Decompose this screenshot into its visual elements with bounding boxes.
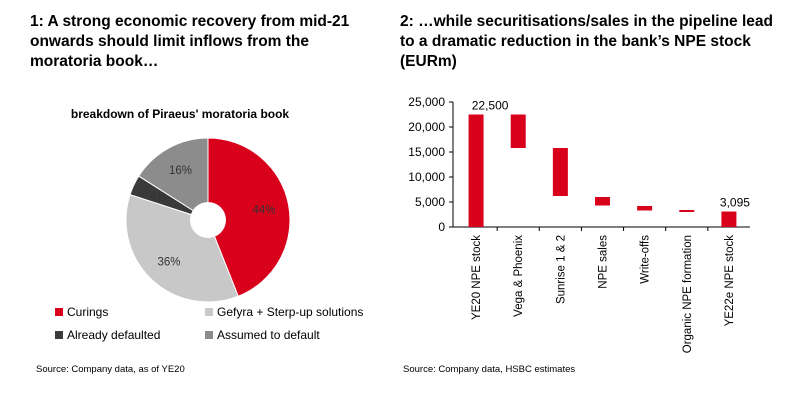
pie-chart-title: breakdown of Piraeus' moratoria book — [71, 107, 290, 121]
x-tick-label: YE20 NPE stock — [471, 235, 483, 320]
x-tick-label: Sunrise 1 & 2 — [555, 235, 567, 304]
legend-label: Gefyra + Sterp-up solutions — [217, 305, 363, 319]
pie-slice-curings — [207, 137, 291, 297]
bar-ye20-npe-stock — [468, 114, 484, 227]
bar-vega-phoenix — [510, 114, 526, 148]
y-tick-label: 10,000 — [408, 170, 445, 184]
pie-legend: Curings Gefyra + Sterp-up solutions Alread… — [55, 305, 363, 342]
legend-swatch — [55, 331, 63, 339]
bar-ye22e-npe-stock — [721, 211, 737, 227]
pie-value-label: 16% — [169, 165, 192, 177]
x-tick-label: NPE sales — [598, 235, 610, 289]
legend-swatch — [205, 308, 213, 316]
panel1-title: 1: A strong economic recovery from mid-2… — [30, 13, 350, 70]
bar-sunrise-1-2 — [552, 148, 568, 196]
panel1-source: Source: Company data, as of YE20 — [36, 364, 185, 375]
legend-swatch — [205, 331, 213, 339]
pie-slice-assumed-to-default — [138, 137, 209, 221]
x-tick-label: YE22e NPE stock — [724, 235, 736, 327]
bar-data-label: 22,500 — [472, 99, 509, 113]
panel2-title: 2: …while securitisations/sales in the p… — [400, 13, 773, 70]
x-tick-label: Organic NPE formation — [682, 235, 694, 353]
donut-hole — [190, 202, 226, 238]
bar-organic-npe-formation — [679, 210, 695, 212]
panel2-source: Source: Company data, HSBC estimates — [403, 364, 576, 375]
bar-npe-sales — [595, 197, 610, 206]
y-tick-label: 0 — [438, 220, 445, 234]
bar-data-label: 3,095 — [720, 196, 750, 210]
pie-value-label: 4% — [150, 192, 167, 204]
legend-label: Curings — [67, 305, 108, 319]
y-tick-label: 20,000 — [408, 120, 445, 134]
y-tick-label: 5,000 — [415, 195, 445, 209]
y-tick-label: 25,000 — [408, 95, 445, 109]
y-tick-label: 15,000 — [408, 145, 445, 159]
pie-slice-gefyra-sterp-up-solutions — [125, 194, 239, 303]
pie-value-label: 36% — [157, 257, 180, 269]
bar-write-offs — [637, 206, 653, 211]
pie-value-label: 44% — [252, 204, 275, 216]
x-tick-label: Vega & Phoenix — [513, 235, 525, 317]
donut-chart: 44% 36% 4% 16% — [125, 137, 291, 303]
waterfall-chart: 0 5,000 10,000 15,000 20,000 25,000 YE20 NPE s… — [408, 95, 750, 353]
legend-swatch — [55, 308, 63, 316]
legend-label: Assumed to default — [217, 328, 320, 342]
x-tick-label: Write-offs — [640, 235, 652, 284]
legend-label: Already defaulted — [67, 328, 160, 342]
